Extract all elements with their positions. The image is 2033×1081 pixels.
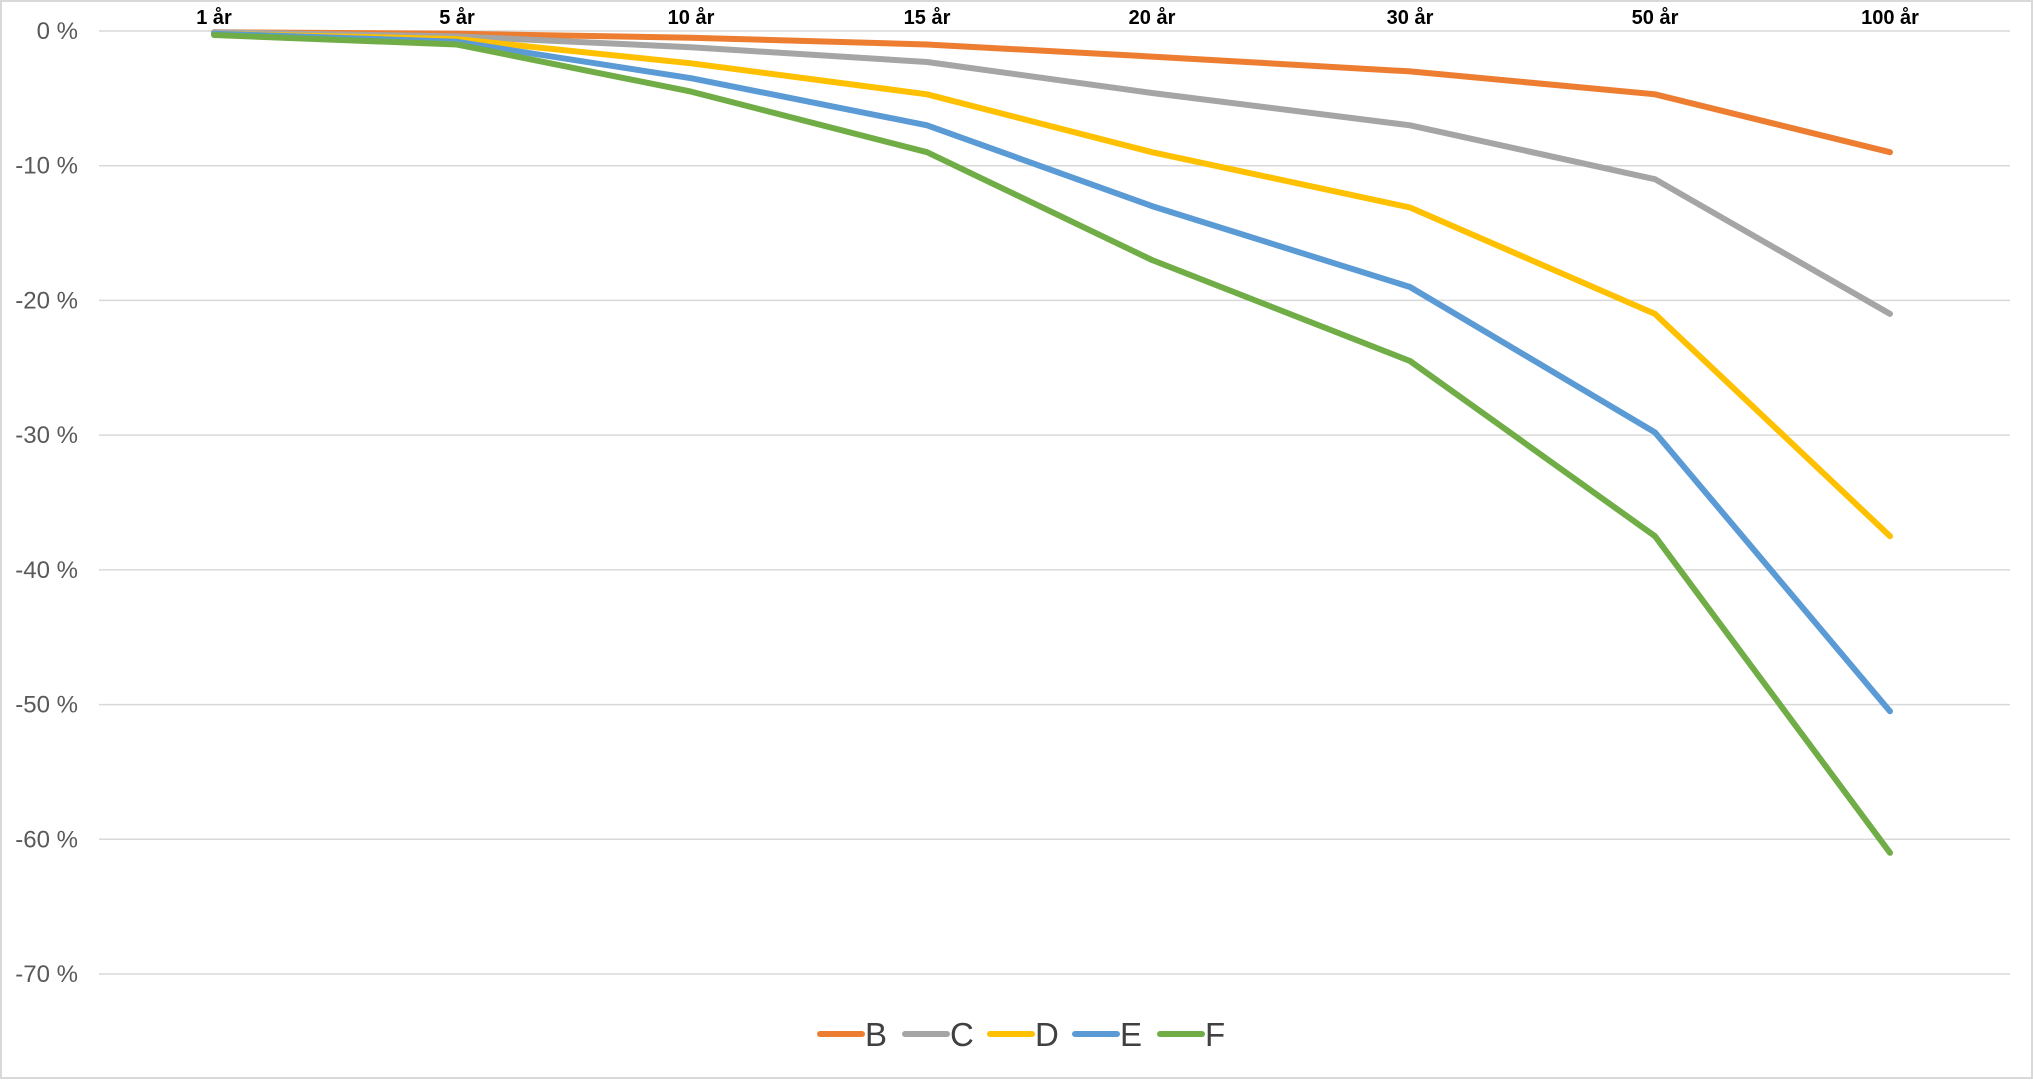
x-tick-label: 20 år bbox=[1129, 6, 1176, 29]
legend-label-e: E bbox=[1120, 1016, 1142, 1053]
x-tick-label: 100 år bbox=[1861, 6, 1919, 29]
series-lines bbox=[211, 29, 1893, 856]
x-tick-label: 15 år bbox=[904, 6, 951, 29]
series-line-b bbox=[211, 29, 1893, 156]
y-tick-label: -70 % bbox=[15, 961, 78, 988]
series-line-c bbox=[211, 29, 1893, 317]
legend-label-d: D bbox=[1035, 1016, 1059, 1053]
series-line-f bbox=[211, 32, 1893, 856]
y-tick-label: -50 % bbox=[15, 692, 78, 719]
legend: B C D E F bbox=[817, 1016, 1225, 1053]
y-tick-label: -60 % bbox=[15, 826, 78, 853]
y-tick-label: -30 % bbox=[15, 422, 78, 449]
legend-label-c: C bbox=[950, 1016, 974, 1053]
y-tick-label: -10 % bbox=[15, 153, 78, 180]
series-line-e bbox=[211, 30, 1893, 715]
x-tick-label: 10 år bbox=[668, 6, 715, 29]
legend-label-f: F bbox=[1205, 1016, 1225, 1053]
grid-lines bbox=[99, 30, 2010, 975]
x-tick-label: 30 år bbox=[1387, 6, 1434, 29]
y-tick-label: 0 % bbox=[37, 18, 78, 45]
y-tick-label: -20 % bbox=[15, 287, 78, 314]
x-tick-label: 1 år bbox=[196, 6, 232, 29]
series-line-d bbox=[211, 30, 1893, 540]
x-tick-label: 5 år bbox=[439, 6, 475, 29]
legend-label-b: B bbox=[865, 1016, 887, 1053]
x-tick-label: 50 år bbox=[1632, 6, 1679, 29]
y-tick-label: -40 % bbox=[15, 557, 78, 584]
x-axis-ticks: 1 år 5 år 10 år 15 år 20 år 30 år 50 år 100 år bbox=[196, 6, 1919, 29]
y-axis-ticks: 0 % -10 % -20 % -30 % -40 % -50 % -60 % -70 % bbox=[15, 18, 78, 988]
